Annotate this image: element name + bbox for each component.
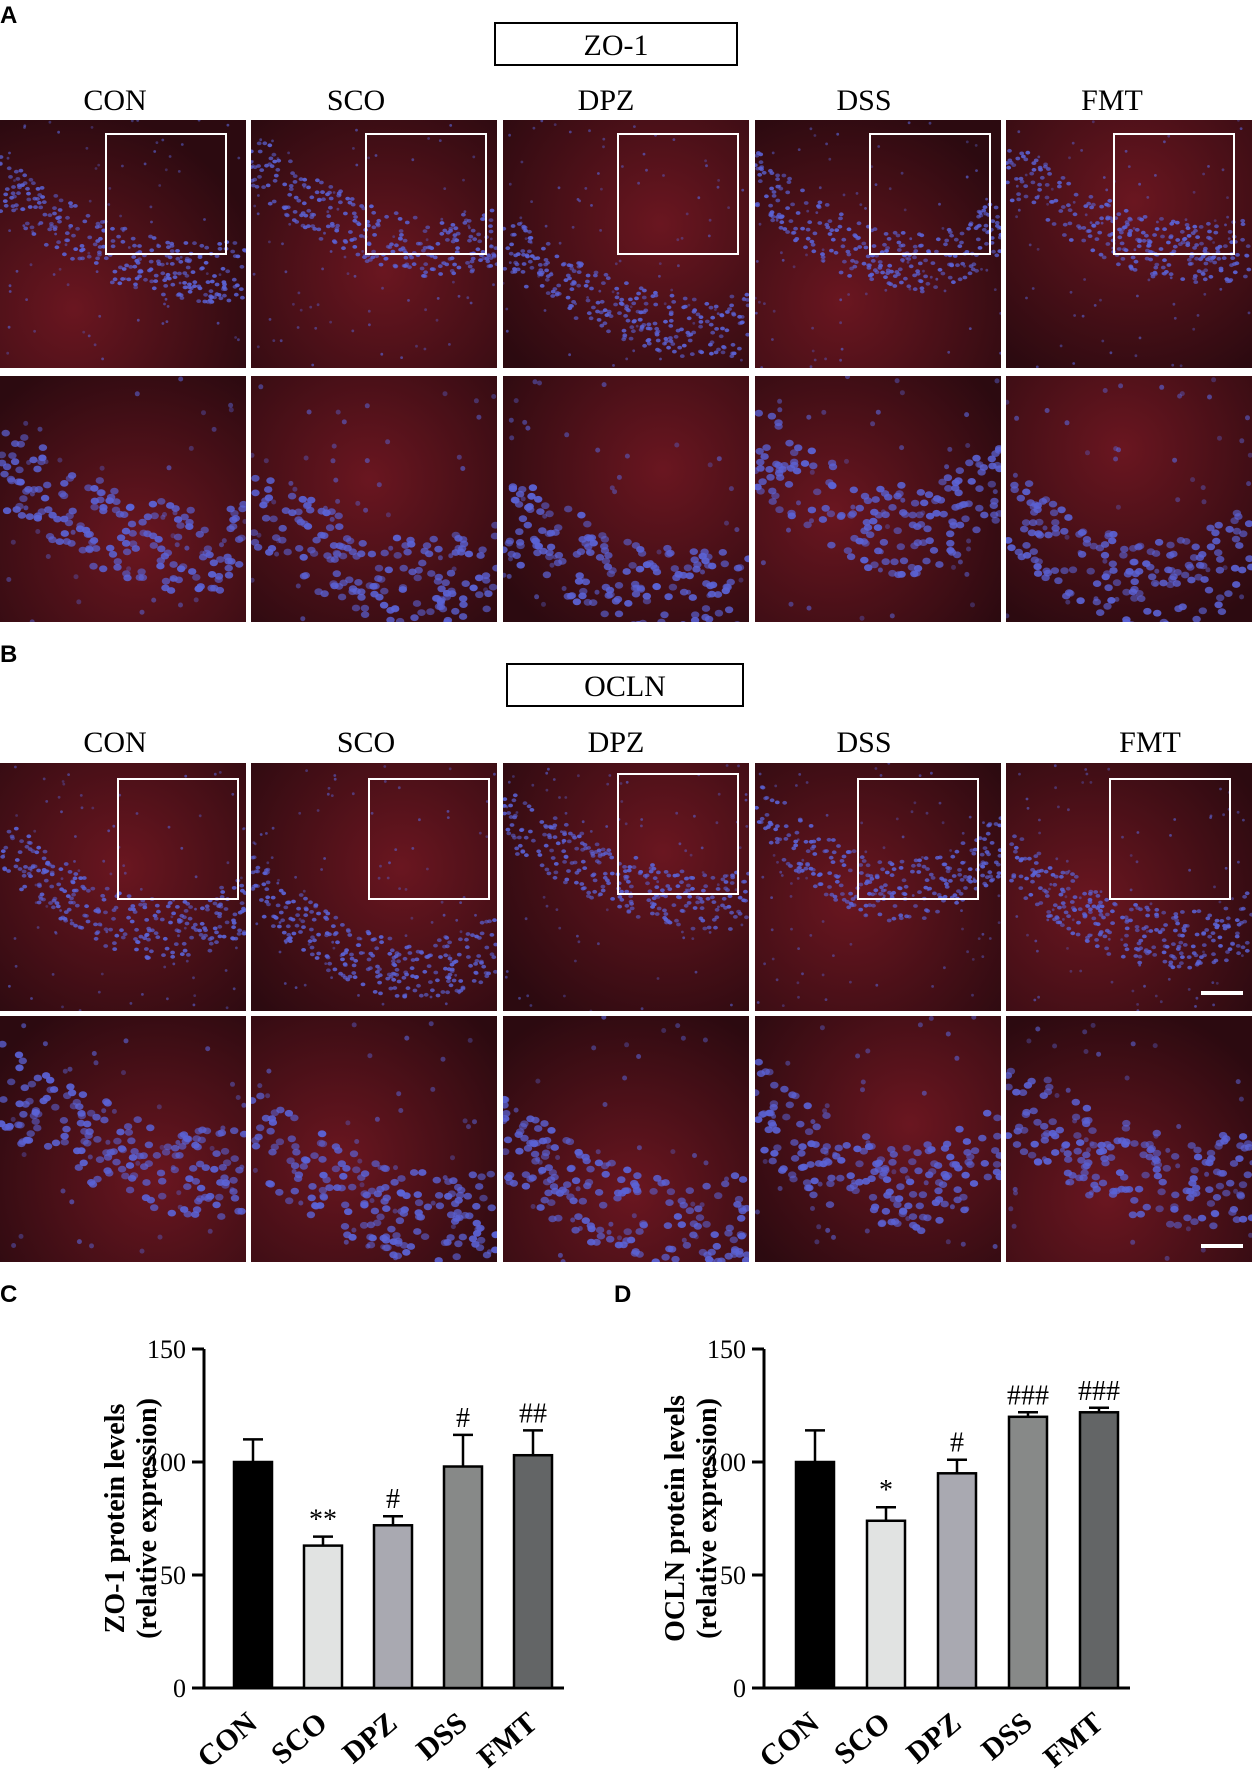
x-tick-label: FMT bbox=[1037, 1706, 1109, 1774]
micrograph-texture bbox=[0, 1016, 246, 1262]
micrograph-a-dss-zoom bbox=[755, 376, 1001, 622]
x-tick-label: DPZ bbox=[900, 1706, 967, 1770]
bar bbox=[374, 1525, 412, 1688]
panel-b-label-con: CON bbox=[15, 726, 215, 760]
y-tick-label: 150 bbox=[707, 1335, 746, 1364]
roi-box bbox=[368, 778, 490, 900]
panel-a-title: ZO-1 bbox=[494, 22, 738, 66]
micrograph-a-sco-zoom bbox=[251, 376, 497, 622]
y-axis-label: (relative expression) bbox=[132, 1398, 163, 1639]
significance-marker: ### bbox=[1007, 1380, 1049, 1411]
y-tick-label: 0 bbox=[173, 1674, 186, 1703]
micrograph-texture bbox=[503, 376, 749, 622]
micrograph-b-sco-zoom bbox=[251, 1016, 497, 1262]
micrograph-a-con-zoom bbox=[0, 376, 246, 622]
micrograph-a-fmt-zoom bbox=[1006, 376, 1252, 622]
micrograph-texture bbox=[503, 1016, 749, 1262]
micrograph-texture bbox=[251, 1016, 497, 1262]
x-tick-label: CON bbox=[191, 1706, 264, 1774]
micrograph-texture bbox=[0, 376, 246, 622]
roi-box bbox=[365, 133, 487, 255]
micrograph-texture bbox=[251, 376, 497, 622]
significance-marker: # bbox=[456, 1403, 470, 1434]
micrograph-b-fmt-zoom bbox=[1006, 1016, 1252, 1262]
roi-box bbox=[617, 133, 739, 255]
micrograph-texture bbox=[755, 376, 1001, 622]
bar bbox=[938, 1473, 976, 1688]
bar bbox=[1080, 1412, 1118, 1688]
micrograph-texture bbox=[1006, 1016, 1252, 1262]
panel-b-label-dss: DSS bbox=[764, 726, 964, 760]
micrograph-texture bbox=[755, 1016, 1001, 1262]
x-tick-label: DSS bbox=[975, 1706, 1038, 1767]
y-axis-label: (relative expression) bbox=[692, 1398, 723, 1639]
y-tick-label: 0 bbox=[733, 1674, 746, 1703]
panel-a-label-sco: SCO bbox=[256, 84, 456, 118]
y-axis-label: OCLN protein levels bbox=[660, 1395, 691, 1642]
x-tick-label: SCO bbox=[265, 1706, 333, 1771]
panel-a-label-dss: DSS bbox=[764, 84, 964, 118]
micrograph-b-dss-zoom bbox=[755, 1016, 1001, 1262]
roi-box bbox=[117, 778, 239, 900]
significance-marker: ### bbox=[1078, 1376, 1120, 1407]
significance-marker: ** bbox=[309, 1505, 337, 1536]
x-tick-label: FMT bbox=[471, 1706, 543, 1774]
micrograph-b-dpz-zoom bbox=[503, 1016, 749, 1262]
significance-marker: # bbox=[386, 1484, 400, 1515]
y-tick-label: 50 bbox=[720, 1561, 746, 1590]
x-tick-label: DSS bbox=[410, 1706, 473, 1767]
bar bbox=[304, 1546, 342, 1688]
significance-marker: # bbox=[950, 1428, 964, 1459]
panel-b-label-fmt: FMT bbox=[1050, 726, 1250, 760]
bar bbox=[444, 1467, 482, 1688]
y-tick-label: 150 bbox=[147, 1335, 186, 1364]
roi-box bbox=[857, 778, 979, 900]
panel-b-label-sco: SCO bbox=[266, 726, 466, 760]
significance-marker: * bbox=[879, 1475, 893, 1506]
panel-letter-b: B bbox=[0, 643, 17, 667]
roi-box bbox=[105, 133, 227, 255]
x-tick-label: DPZ bbox=[336, 1706, 403, 1770]
panel-letter-a: A bbox=[0, 4, 17, 28]
y-axis-label: ZO-1 protein levels bbox=[100, 1404, 131, 1634]
bar bbox=[867, 1521, 905, 1688]
scale-bar bbox=[1201, 1244, 1243, 1248]
x-tick-label: CON bbox=[753, 1706, 826, 1774]
panel-a-label-dpz: DPZ bbox=[506, 84, 706, 118]
panel-b-title: OCLN bbox=[506, 663, 744, 707]
panel-a-label-fmt: FMT bbox=[1012, 84, 1212, 118]
bar bbox=[796, 1462, 834, 1688]
bar bbox=[1009, 1417, 1047, 1688]
micrograph-b-con-zoom bbox=[0, 1016, 246, 1262]
roi-box bbox=[1113, 133, 1235, 255]
micrograph-a-dpz-zoom bbox=[503, 376, 749, 622]
y-tick-label: 50 bbox=[160, 1561, 186, 1590]
panel-a-label-con: CON bbox=[15, 84, 215, 118]
significance-marker: ## bbox=[519, 1398, 547, 1429]
bar bbox=[234, 1462, 272, 1688]
roi-box bbox=[1109, 778, 1231, 900]
scale-bar bbox=[1201, 991, 1243, 995]
panel-b-label-dpz: DPZ bbox=[516, 726, 716, 760]
bar bbox=[514, 1455, 552, 1688]
roi-box bbox=[617, 773, 739, 895]
micrograph-texture bbox=[1006, 376, 1252, 622]
roi-box bbox=[869, 133, 991, 255]
x-tick-label: SCO bbox=[828, 1706, 896, 1771]
